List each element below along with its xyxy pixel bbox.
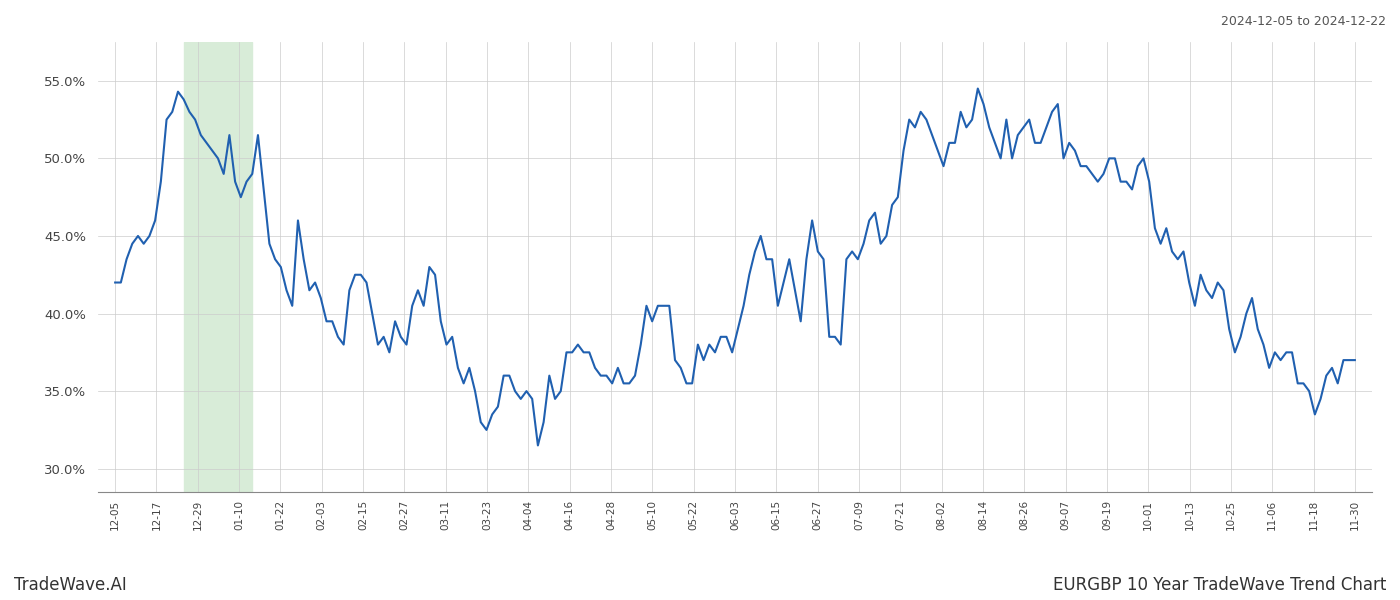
Text: 2024-12-05 to 2024-12-22: 2024-12-05 to 2024-12-22 (1221, 15, 1386, 28)
Bar (183, 42, 252, 492)
Text: EURGBP 10 Year TradeWave Trend Chart: EURGBP 10 Year TradeWave Trend Chart (1053, 576, 1386, 594)
Text: TradeWave.AI: TradeWave.AI (14, 576, 127, 594)
